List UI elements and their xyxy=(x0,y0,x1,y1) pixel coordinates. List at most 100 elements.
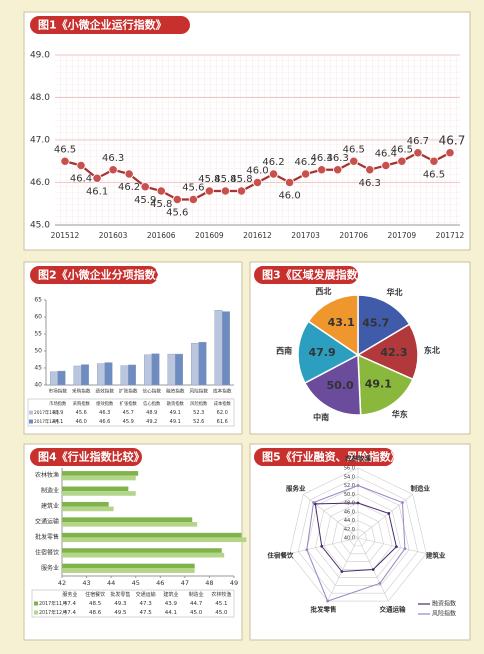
slice-value: 42.3 xyxy=(380,346,407,359)
x-tick-label: 扩张指数 xyxy=(119,388,138,395)
y-tick-label: 65 xyxy=(34,297,42,304)
data-label: 45.8 xyxy=(198,174,220,185)
marker xyxy=(317,165,327,175)
data-label: 45.8 xyxy=(150,199,172,210)
data-label: 45.8 xyxy=(230,174,252,185)
marker xyxy=(305,548,309,552)
data-label: 46.7 xyxy=(439,133,466,147)
x-tick-label: 信心指数 xyxy=(143,388,162,395)
legend-label: 2017年11月 xyxy=(39,600,67,607)
grid-line xyxy=(323,502,393,570)
chart-title: 图1《小微企业运行指数》 xyxy=(38,18,167,32)
marker xyxy=(140,182,150,192)
table-cell: 45.7 xyxy=(123,410,134,416)
slice-label: 西南 xyxy=(276,345,292,355)
y-tick-label: 48.0 xyxy=(30,93,50,103)
table-header: 服务业 xyxy=(62,591,77,598)
marker xyxy=(188,194,198,205)
table-cell: 43.9 xyxy=(52,410,63,416)
bar xyxy=(151,353,160,386)
x-tick-label: 201612 xyxy=(243,231,272,240)
slice-label: 西北 xyxy=(315,286,331,296)
bar xyxy=(128,364,136,386)
x-tick-label: 49 xyxy=(230,579,238,587)
marker xyxy=(108,165,118,175)
marker xyxy=(92,173,102,183)
r-tick-label: 42.0 xyxy=(344,527,355,533)
bar xyxy=(144,354,152,386)
chart-title: 图4《行业指数比较》 xyxy=(38,450,145,464)
pie-slice xyxy=(307,294,359,357)
slice-label: 华北 xyxy=(387,287,403,297)
axis-label: 交通运输 xyxy=(380,605,407,614)
marker xyxy=(397,156,407,166)
data-label: 46.5 xyxy=(54,144,76,155)
radar-line xyxy=(306,484,406,602)
title-badge xyxy=(254,266,358,284)
legend-label: 融资指数 xyxy=(432,600,456,608)
bar xyxy=(191,342,199,386)
table-header: 绩效指数 xyxy=(96,400,114,407)
title-badge xyxy=(30,266,158,284)
marker xyxy=(378,581,382,585)
marker xyxy=(301,169,311,179)
data-label: 46.3 xyxy=(327,153,349,164)
bar xyxy=(104,362,113,386)
table-cell: 52.6 xyxy=(193,419,204,425)
legend-swatch xyxy=(34,610,38,615)
table-cell: 47.5 xyxy=(140,610,153,616)
data-label: 46.3 xyxy=(102,153,124,164)
bar xyxy=(73,365,82,386)
marker xyxy=(381,160,391,171)
bar xyxy=(62,537,247,543)
data-label: 45.8 xyxy=(214,174,236,185)
x-tick-label: 43 xyxy=(82,579,90,587)
table-header: 信心指数 xyxy=(143,400,161,407)
marker xyxy=(371,568,375,571)
marker xyxy=(340,570,344,573)
y-tick-label: 55 xyxy=(34,331,42,338)
r-tick-label: 40.0 xyxy=(344,536,355,542)
marker xyxy=(60,156,70,166)
table-cell: 45.6 xyxy=(76,410,87,416)
marker xyxy=(252,177,263,188)
grid-line xyxy=(315,493,401,578)
bar xyxy=(62,501,109,507)
x-tick-label: 绩效指数 xyxy=(96,388,115,395)
table-cell: 45.1 xyxy=(215,601,227,607)
y-tick-label: 45.0 xyxy=(30,221,50,231)
title-badge xyxy=(30,16,190,34)
data-label: 46.2 xyxy=(262,157,284,168)
bar xyxy=(62,532,242,538)
r-tick-label: 46.0 xyxy=(344,509,355,515)
table-cell: 46.0 xyxy=(76,419,87,425)
bar xyxy=(62,522,198,527)
x-tick-label: 48 xyxy=(205,579,213,587)
data-label: 45.9 xyxy=(134,195,156,206)
x-tick-label: 201606 xyxy=(147,231,176,240)
marker xyxy=(124,169,134,179)
x-tick-label: 201512 xyxy=(51,231,80,240)
data-label: 46.3 xyxy=(359,178,381,189)
table-header: 批发零售 xyxy=(110,591,130,598)
table-cell: 44.7 xyxy=(190,601,203,607)
grid-line xyxy=(332,511,384,562)
pie-slice xyxy=(357,353,414,416)
data-label: 46.2 xyxy=(118,182,140,193)
y-tick-label: 60 xyxy=(34,314,42,321)
axis-label: 制造业 xyxy=(411,483,431,492)
marker xyxy=(429,156,439,166)
legend-label: 2017年12月 xyxy=(34,418,59,425)
legend-label: 2017年12月 xyxy=(39,609,67,616)
legend-swatch xyxy=(29,419,33,424)
bar xyxy=(62,491,136,496)
r-tick-label: 44.0 xyxy=(344,518,355,524)
table-cell: 45.0 xyxy=(190,610,203,616)
table-header: 扩张指数 xyxy=(120,400,138,407)
axis-label: 住宿餐饮 xyxy=(267,551,294,560)
spoke xyxy=(357,494,413,539)
y-tick-label: 制造业 xyxy=(41,487,59,495)
slice-value: 49.1 xyxy=(365,378,392,391)
x-tick-label: 44 xyxy=(107,579,115,587)
bar xyxy=(50,371,58,386)
